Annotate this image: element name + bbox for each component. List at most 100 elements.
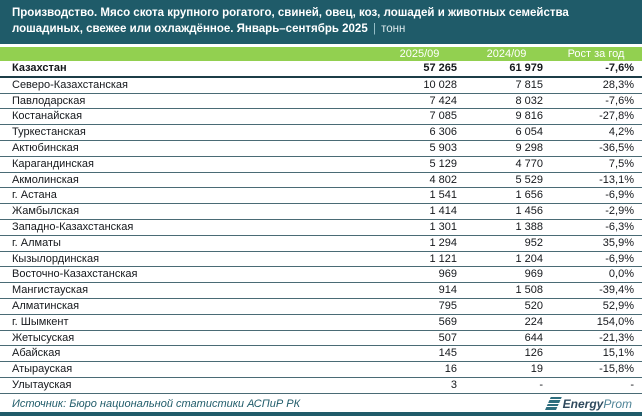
report-title-bar: Производство. Мясо скота крупного рогато…: [0, 0, 642, 44]
column-header-2024: 2024/09: [486, 48, 527, 60]
column-header-region: [0, 47, 382, 61]
footer: Источник: Бюро национальной статистики А…: [0, 394, 642, 413]
growth-cell: 7,5%: [608, 157, 634, 170]
value-2024-cell: 5 529: [515, 173, 543, 186]
growth-cell: -39,4%: [599, 284, 634, 297]
value-2024-cell: 224: [524, 315, 543, 328]
value-2024-cell: 520: [524, 299, 543, 312]
region-cell: Северо-Казахстанская: [12, 78, 128, 91]
region-cell: Алматинская: [12, 299, 80, 312]
growth-cell: -36,5%: [599, 141, 634, 154]
growth-cell: -27,8%: [599, 110, 634, 123]
table-row: г. Алматы 1 294 952 35,9%: [0, 236, 642, 252]
region-cell: Жетысуская: [12, 331, 75, 344]
region-cell: Казахстан: [12, 62, 67, 74]
logo-text-bold: Energy: [562, 396, 604, 411]
growth-cell: 52,9%: [602, 299, 634, 312]
region-cell: Павлодарская: [12, 94, 86, 107]
region-cell: Актюбинская: [12, 141, 79, 154]
value-2025-cell: 569: [438, 315, 457, 328]
table-row: Абайская 145 126 15,1%: [0, 346, 642, 363]
value-2024-cell: 1 456: [515, 205, 543, 218]
growth-cell: 154,0%: [596, 315, 634, 328]
value-2024-cell: 4 770: [515, 157, 543, 170]
table-row: Казахстан 57 265 61 979 -7,6%: [0, 61, 642, 78]
value-2024-cell: 952: [524, 236, 543, 249]
value-2025-cell: 914: [438, 284, 457, 297]
value-2025-cell: 969: [438, 268, 457, 281]
growth-cell: -15,8%: [599, 363, 634, 376]
value-2025-cell: 5 129: [429, 157, 457, 170]
value-2024-cell: 6 054: [515, 126, 543, 139]
growth-cell: 4,2%: [608, 126, 634, 139]
table-row: Туркестанская 6 306 6 054 4,2%: [0, 125, 642, 141]
value-2025-cell: 4 802: [429, 173, 457, 186]
value-2025-cell: 7 424: [429, 94, 457, 107]
column-header-growth: Рост за год: [567, 48, 625, 60]
region-cell: Акмолинская: [12, 173, 79, 186]
growth-cell: -2,9%: [605, 205, 634, 218]
value-2024-cell: 61 979: [509, 62, 543, 74]
growth-cell: -: [630, 378, 634, 391]
value-2024-cell: 969: [524, 268, 543, 281]
region-cell: Кызылординская: [12, 252, 100, 265]
growth-cell: 15,1%: [602, 347, 634, 360]
table-row: Восточно-Казахстанская 969 969 0,0%: [0, 267, 642, 284]
region-cell: г. Астана: [12, 189, 57, 202]
spacer: [0, 44, 642, 47]
table-row: г. Шымкент 569 224 154,0%: [0, 315, 642, 331]
value-2024-cell: -: [539, 378, 543, 391]
table-row: Западно-Казахстанская 1 301 1 388 -6,3%: [0, 220, 642, 236]
value-2024-cell: 1 508: [515, 284, 543, 297]
value-2024-cell: 1 204: [515, 252, 543, 265]
growth-cell: -7,6%: [605, 62, 634, 74]
growth-cell: -21,3%: [599, 331, 634, 344]
table-row: Жетысуская 507 644 -21,3%: [0, 331, 642, 347]
value-2024-cell: 1 656: [515, 189, 543, 202]
report-title: Производство. Мясо скота крупного рогато…: [12, 7, 569, 35]
growth-cell: -7,6%: [605, 94, 634, 107]
value-2025-cell: 1 121: [429, 252, 457, 265]
value-2025-cell: 1 414: [429, 205, 457, 218]
table-row: Карагандинская 5 129 4 770 7,5%: [0, 157, 642, 173]
value-2025-cell: 795: [438, 299, 457, 312]
growth-cell: 28,3%: [602, 78, 634, 91]
region-cell: Восточно-Казахстанская: [12, 268, 138, 281]
value-2024-cell: 9 298: [515, 141, 543, 154]
region-cell: Улытауская: [12, 378, 72, 391]
growth-cell: -6,9%: [605, 252, 634, 265]
region-cell: Абайская: [12, 347, 61, 360]
value-2024-cell: 19: [530, 363, 543, 376]
value-2024-cell: 1 388: [515, 220, 543, 233]
region-cell: Карагандинская: [12, 157, 94, 170]
value-2024-cell: 7 815: [515, 78, 543, 91]
region-cell: Костанайская: [12, 110, 83, 123]
value-2025-cell: 3: [450, 378, 457, 391]
table-body: Казахстан 57 265 61 979 -7,6% Северо-Каз…: [0, 61, 642, 394]
region-cell: г. Шымкент: [12, 315, 69, 328]
growth-cell: -6,3%: [605, 220, 634, 233]
value-2025-cell: 507: [438, 331, 457, 344]
table-row: г. Астана 1 541 1 656 -6,9%: [0, 188, 642, 205]
value-2025-cell: 1 301: [429, 220, 457, 233]
region-cell: Мангистауская: [12, 284, 89, 297]
energyprom-logo: EnergyProm: [544, 396, 632, 411]
value-2024-cell: 644: [524, 331, 543, 344]
value-2024-cell: 9 816: [515, 110, 543, 123]
growth-cell: -13,1%: [599, 173, 634, 186]
column-header-2025: 2025/09: [399, 48, 440, 60]
value-2025-cell: 10 028: [423, 78, 457, 91]
energyprom-logo-icon: [544, 397, 562, 411]
unit-label: тонн: [381, 22, 406, 35]
table-row: Атырауская 16 19 -15,8%: [0, 362, 642, 378]
table-row: Павлодарская 7 424 8 032 -7,6%: [0, 94, 642, 110]
region-cell: Жамбылская: [12, 205, 80, 218]
value-2024-cell: 8 032: [515, 94, 543, 107]
value-2024-cell: 126: [524, 347, 543, 360]
bottom-accent-bar: [0, 412, 642, 416]
table-row: Костанайская 7 085 9 816 -27,8%: [0, 109, 642, 126]
title-separator: |: [372, 22, 376, 35]
region-cell: г. Алматы: [12, 236, 61, 249]
value-2025-cell: 6 306: [429, 126, 457, 139]
